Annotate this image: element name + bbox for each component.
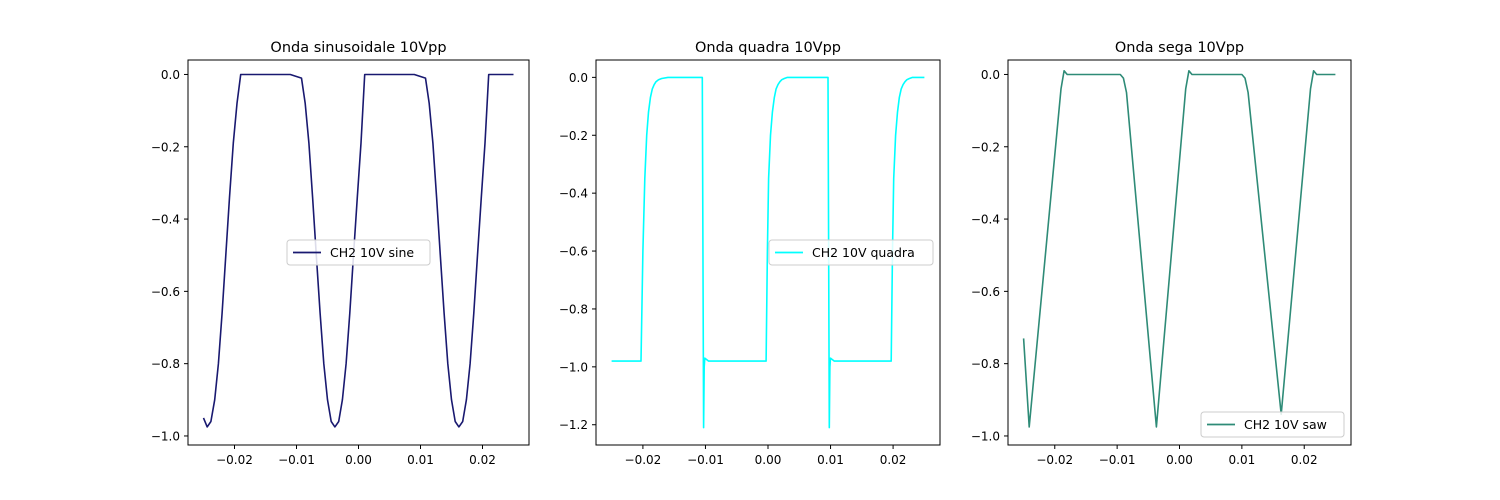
- chart-title: Onda quadra 10Vpp: [695, 40, 841, 56]
- y-tick-label: −0.6: [559, 245, 588, 259]
- y-tick-label: −1.0: [151, 429, 180, 443]
- y-tick-label: −0.4: [151, 213, 180, 227]
- legend: CH2 10V saw: [1200, 411, 1345, 438]
- x-tick-label: −0.02: [1036, 453, 1073, 467]
- x-tick-label: −0.02: [625, 453, 662, 467]
- x-tick-label: 0.00: [755, 453, 782, 467]
- x-tick-label: −0.02: [216, 453, 253, 467]
- y-tick-label: −0.4: [559, 187, 588, 201]
- y-tick-label: −0.8: [151, 357, 180, 371]
- series-line-1: [202, 73, 514, 428]
- legend: CH2 10V quadra: [768, 239, 934, 266]
- y-tick-label: −1.2: [559, 418, 588, 432]
- legend-box: [768, 239, 934, 266]
- x-tick-label: −0.01: [687, 453, 724, 467]
- y-tick-label: 0.0: [161, 68, 180, 82]
- y-tick-label: −1.0: [971, 429, 1000, 443]
- x-tick-label: −0.01: [278, 453, 315, 467]
- chart-panel-3: Onda sega 10Vpp −0.02 −0.01 0.00 0.01 0.02 0.0…: [971, 40, 1352, 467]
- axes-frame: [1007, 59, 1352, 446]
- y-tick-label: −0.2: [151, 140, 180, 154]
- x-tick-label: 0.02: [1291, 453, 1318, 467]
- x-tick-label: 0.00: [1166, 453, 1193, 467]
- y-tick-label: −1.0: [559, 360, 588, 374]
- y-tick-label: −0.8: [971, 357, 1000, 371]
- y-tick-label: −0.2: [559, 129, 588, 143]
- y-tick-label: −0.8: [559, 302, 588, 316]
- legend-box: [286, 239, 431, 266]
- y-tick-label: 0.0: [569, 71, 588, 85]
- series-line-1: [611, 76, 925, 429]
- chart-title: Onda sinusoidale 10Vpp: [270, 40, 446, 56]
- x-tick-label: 0.00: [345, 453, 372, 467]
- x-tick-label: 0.01: [407, 453, 434, 467]
- x-tick-label: 0.01: [817, 453, 844, 467]
- chart-title: Onda sega 10Vpp: [1115, 40, 1244, 56]
- y-tick-label: −0.4: [971, 213, 1000, 227]
- legend-label: CH2 10V sine: [330, 245, 414, 260]
- y-tick-label: −0.2: [971, 140, 1000, 154]
- x-tick-label: 0.02: [880, 453, 907, 467]
- x-tick-label: 0.01: [1229, 453, 1256, 467]
- legend: CH2 10V sine: [286, 239, 431, 266]
- y-tick-label: −0.6: [151, 285, 180, 299]
- chart-panel-1: Onda sinusoidale 10Vpp −0.02 −0.01 0.00 0.01…: [151, 40, 530, 467]
- y-tick-label: 0.0: [981, 68, 1000, 82]
- x-tick-label: −0.01: [1099, 453, 1136, 467]
- legend-box: [1200, 411, 1345, 438]
- chart-panel-2: Onda quadra 10Vpp −0.02 −0.01 0.00 0.01 0.02 0…: [559, 40, 941, 467]
- y-tick-label: −0.6: [971, 285, 1000, 299]
- legend-label: CH2 10V quadra: [812, 245, 915, 260]
- series-line-1: [1022, 70, 1336, 428]
- x-tick-label: 0.02: [469, 453, 496, 467]
- legend-label: CH2 10V saw: [1244, 417, 1327, 432]
